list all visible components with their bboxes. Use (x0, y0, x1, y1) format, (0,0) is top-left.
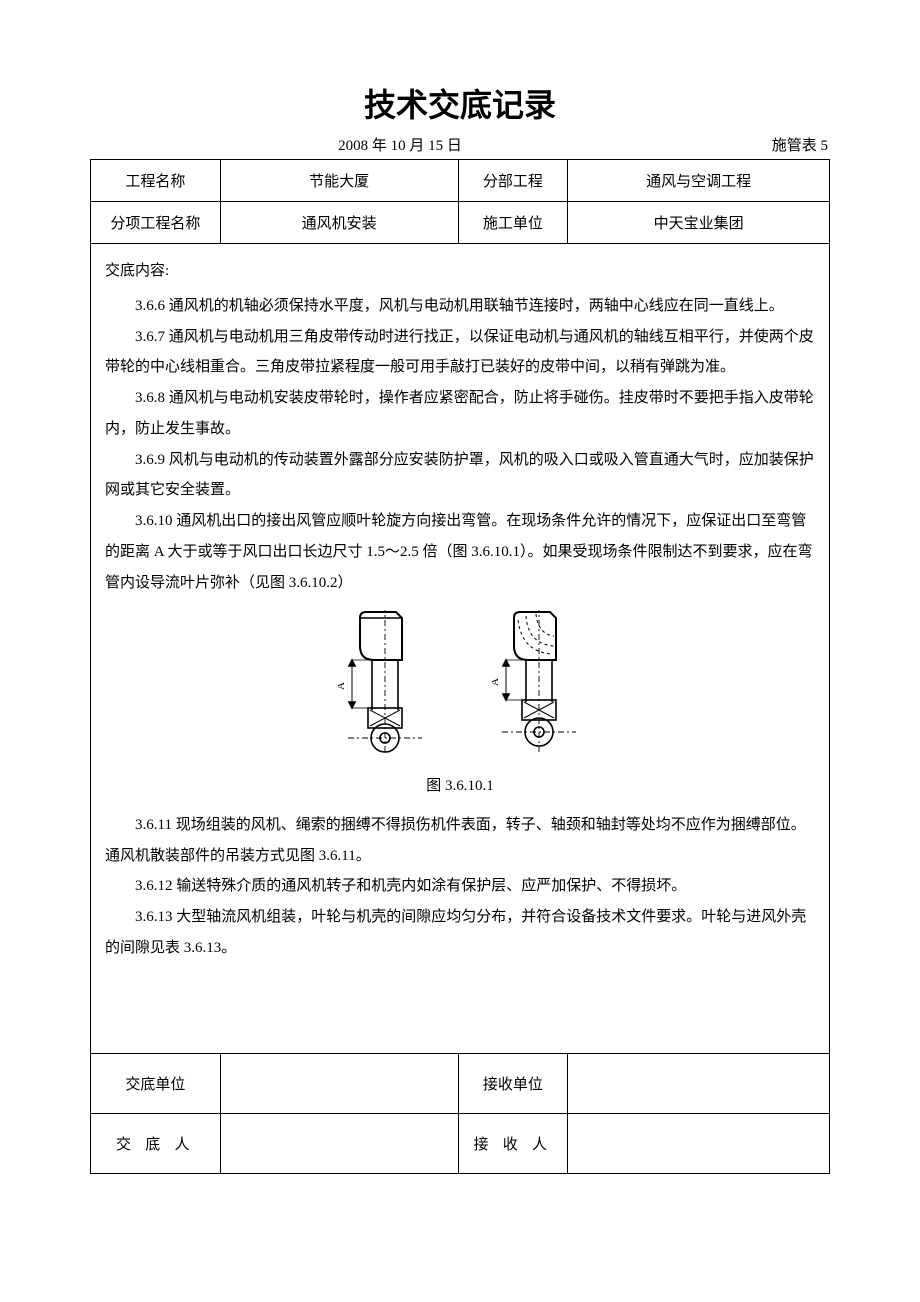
header-row-2: 分项工程名称 通风机安装 施工单位 中天宝业集团 (91, 202, 830, 244)
project-name-value: 节能大厦 (220, 160, 458, 202)
form-number-label: 施管表 5 (708, 134, 828, 155)
receive-person-label: 接 收 人 (458, 1114, 568, 1174)
disclose-unit-label: 交底单位 (91, 1054, 221, 1114)
paragraph-3611: 3.6.11 现场组装的风机、绳索的捆缚不得损伤机件表面，转子、轴颈和轴封等处均… (105, 810, 815, 872)
footer-row-2: 交 底 人 接 收 人 (91, 1114, 830, 1174)
receive-unit-value (568, 1054, 830, 1114)
document-date: 2008 年 10 月 15 日 (92, 134, 708, 155)
content-cell: 交底内容: 3.6.6 通风机的机轴必须保持水平度，风机与电动机用联轴节连接时，… (91, 244, 830, 1054)
figure-caption: 图 3.6.10.1 (105, 771, 815, 802)
paragraph-369: 3.6.9 风机与电动机的传动装置外露部分应安装防护罩，风机的吸入口或吸入管直通… (105, 445, 815, 507)
paragraph-368: 3.6.8 通风机与电动机安装皮带轮时，操作者应紧密配合，防止将手碰伤。挂皮带时… (105, 383, 815, 445)
content-heading: 交底内容: (105, 256, 815, 287)
paragraph-3610: 3.6.10 通风机出口的接出风管应顺叶轮旋方向接出弯管。在现场条件允许的情况下… (105, 506, 815, 598)
record-table: 工程名称 节能大厦 分部工程 通风与空调工程 分项工程名称 通风机安装 施工单位… (90, 159, 830, 1174)
paragraph-366: 3.6.6 通风机的机轴必须保持水平度，风机与电动机用联轴节连接时，两轴中心线应… (105, 291, 815, 322)
disclose-person-value (220, 1114, 458, 1174)
subitem-value: 通风机安装 (220, 202, 458, 244)
diagram-right: A (492, 610, 582, 767)
disclose-person-label: 交 底 人 (91, 1114, 221, 1174)
division-value: 通风与空调工程 (568, 160, 830, 202)
receive-unit-label: 接收单位 (458, 1054, 568, 1114)
paragraph-3612: 3.6.12 输送特殊介质的通风机转子和机壳内如涂有保护层、应严加保护、不得损坏… (105, 871, 815, 902)
construction-unit-value: 中天宝业集团 (568, 202, 830, 244)
footer-row-1: 交底单位 接收单位 (91, 1054, 830, 1114)
dimension-label-a-left: A (338, 682, 347, 690)
document-title: 技术交底记录 (90, 80, 830, 126)
date-row: 2008 年 10 月 15 日 施管表 5 (90, 134, 830, 155)
division-label: 分部工程 (458, 160, 568, 202)
header-row-1: 工程名称 节能大厦 分部工程 通风与空调工程 (91, 160, 830, 202)
receive-person-value (568, 1114, 830, 1174)
construction-unit-label: 施工单位 (458, 202, 568, 244)
diagram-left: A (338, 610, 428, 767)
project-name-label: 工程名称 (91, 160, 221, 202)
subitem-label: 分项工程名称 (91, 202, 221, 244)
diagram-area: A (105, 610, 815, 767)
paragraph-3613: 3.6.13 大型轴流风机组装，叶轮与机壳的间隙应均匀分布，并符合设备技术文件要… (105, 902, 815, 964)
disclose-unit-value (220, 1054, 458, 1114)
content-row: 交底内容: 3.6.6 通风机的机轴必须保持水平度，风机与电动机用联轴节连接时，… (91, 244, 830, 1054)
paragraph-367: 3.6.7 通风机与电动机用三角皮带传动时进行找正，以保证电动机与通风机的轴线互… (105, 322, 815, 384)
dimension-label-a-right: A (492, 678, 501, 686)
